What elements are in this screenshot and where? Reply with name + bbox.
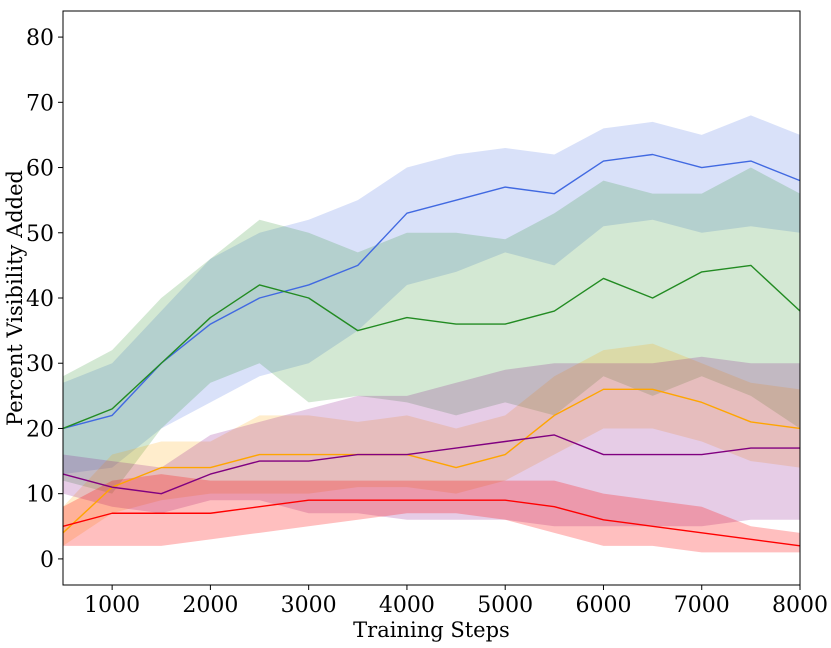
confidence-bands xyxy=(63,115,800,553)
y-tick-label: 20 xyxy=(26,417,54,442)
y-tick-label: 70 xyxy=(26,91,54,116)
x-tick-label: 1000 xyxy=(84,593,140,618)
series-line-4 xyxy=(62,499,801,547)
series-line-0 xyxy=(62,153,801,430)
x-tick-label: 2000 xyxy=(182,593,238,618)
series-line-1 xyxy=(62,264,801,430)
x-tick-label: 8000 xyxy=(772,593,828,618)
band-1 xyxy=(63,167,800,494)
x-tick-label: 3000 xyxy=(281,593,337,618)
x-tick-label: 5000 xyxy=(477,593,533,618)
band-2 xyxy=(63,343,800,546)
series-line-2 xyxy=(62,388,801,534)
series-lines xyxy=(62,153,801,547)
band-0 xyxy=(63,115,800,475)
x-tick-label: 6000 xyxy=(575,593,631,618)
y-tick-label: 0 xyxy=(40,548,54,573)
y-tick-label: 50 xyxy=(26,222,54,247)
y-tick-label: 40 xyxy=(26,287,54,312)
y-tick-label: 80 xyxy=(26,26,54,51)
band-4 xyxy=(63,474,800,553)
x-tick-label: 7000 xyxy=(674,593,730,618)
x-tick-label: 4000 xyxy=(379,593,435,618)
axes: 1000 2000 3000 4000 5000 6000 7000 8000 0 10 20 30 4… xyxy=(26,10,828,618)
band-3 xyxy=(63,356,800,527)
series-line-3 xyxy=(62,434,800,495)
y-tick-label: 60 xyxy=(26,157,54,182)
y-tick-label: 30 xyxy=(26,352,54,377)
y-axis-label: Percent Visibility Added xyxy=(3,170,27,426)
y-tick-label: 10 xyxy=(26,483,54,508)
x-axis-label: Training Steps xyxy=(353,618,510,642)
